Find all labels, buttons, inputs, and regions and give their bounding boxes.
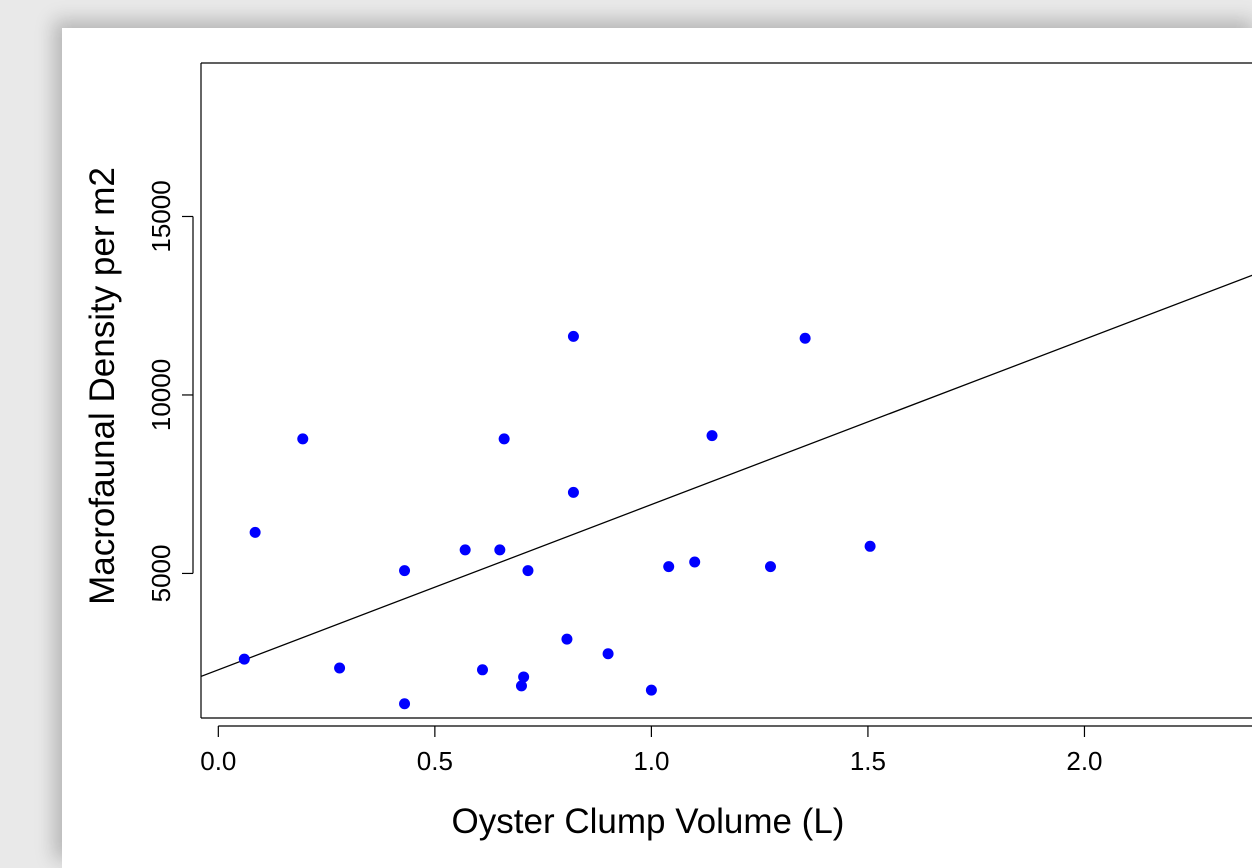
data-point [297,433,309,445]
data-point [494,544,506,556]
data-point [561,633,573,645]
data-point [399,565,411,577]
y-axis: 5000 10000 15000 [146,180,194,603]
data-point [498,433,510,445]
x-tick-label: 1.0 [633,746,669,776]
data-point [689,556,701,568]
data-point [567,486,579,498]
data-point [334,662,346,674]
data-point [515,680,527,692]
data-point [764,561,776,573]
data-point [602,648,614,660]
x-axis-title: Oyster Clump Volume (L) [452,802,845,841]
x-tick-label: 0.5 [417,746,453,776]
y-tick-label: 15000 [146,180,176,252]
y-tick-label: 5000 [146,545,176,603]
data-point [706,430,718,442]
data-point [799,332,811,344]
x-axis: 0.00.51.01.52.02.5 [200,725,1252,776]
y-axis-title: Macrofaunal Density per m2 [83,167,122,605]
data-point [459,544,471,556]
regression-line-group [201,274,1252,678]
data-point [518,671,530,683]
data-point [249,526,261,538]
data-point [567,330,579,342]
x-tick-label: 0.0 [200,746,236,776]
data-point [522,565,534,577]
data-point [864,540,876,552]
x-tick-label: 2.0 [1066,746,1102,776]
data-point [645,684,657,696]
data-point [476,664,488,676]
data-points [238,330,876,710]
regression-line [201,274,1252,678]
y-tick-label: 10000 [146,359,176,431]
data-point [238,653,250,665]
data-point [399,698,411,710]
x-tick-label: 1.5 [850,746,886,776]
data-point [663,561,675,573]
